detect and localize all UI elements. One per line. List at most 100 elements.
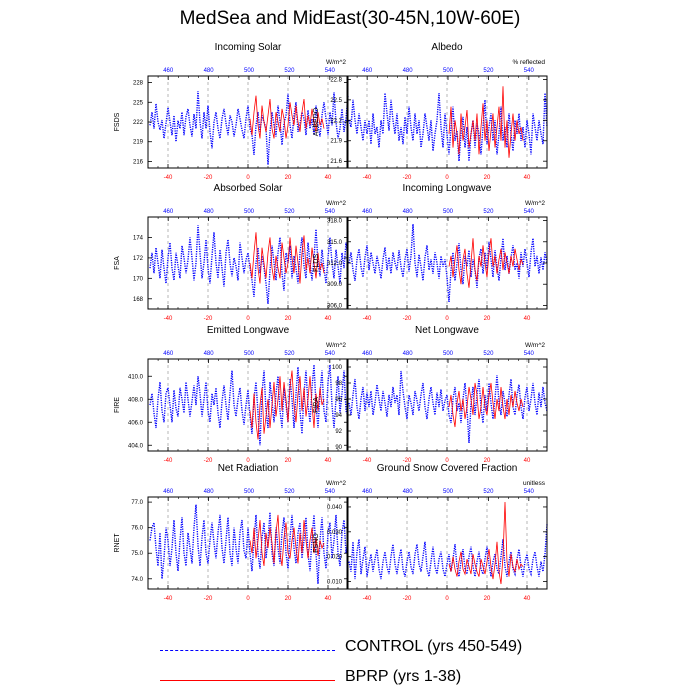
- bprp-series-rnet: [249, 514, 325, 567]
- x-tick-label-bottom: -20: [403, 316, 412, 322]
- panel-title-albedo: Albedo: [431, 42, 463, 53]
- x-tick-label-bottom: -40: [164, 596, 173, 602]
- x-tick-label-top: 540: [524, 351, 535, 357]
- x-tick-label-bottom: 40: [325, 458, 332, 464]
- x-tick-label-top: 460: [362, 68, 373, 74]
- x-tick-label-top: 480: [403, 209, 414, 215]
- y-tick-label: 75.0: [131, 551, 143, 557]
- units-label-fire: W/m^2: [326, 342, 346, 349]
- y-tick-label: 306.0: [327, 303, 343, 309]
- bprp-series-fira: [448, 382, 524, 428]
- x-tick-label-top: 520: [483, 351, 494, 357]
- x-tick-label-bottom: 0: [246, 316, 250, 322]
- x-tick-label-top: 480: [204, 351, 215, 357]
- legend-line-control: [160, 650, 335, 651]
- x-tick-label-top: 520: [483, 489, 494, 495]
- y-tick-label: 408.0: [128, 397, 144, 403]
- units-label-rnet: W/m^2: [326, 480, 346, 487]
- y-tick-label: 0.010: [327, 580, 343, 586]
- x-tick-label-top: 500: [443, 209, 454, 215]
- x-tick-label-top: 480: [204, 68, 215, 74]
- y-axis-label-rnet: RNET: [114, 533, 121, 553]
- x-tick-label-bottom: 0: [246, 596, 250, 602]
- x-tick-label-top: 540: [524, 209, 535, 215]
- x-tick-label-bottom: -20: [204, 175, 213, 181]
- y-tick-label: 410.0: [128, 374, 144, 380]
- x-tick-label-top: 460: [163, 489, 174, 495]
- x-tick-label-top: 540: [325, 209, 336, 215]
- y-axis-label-albedo: ALBEDO: [313, 107, 320, 136]
- control-series-fira: [348, 370, 548, 444]
- y-tick-label: 90: [335, 445, 342, 451]
- x-tick-label-top: 480: [204, 209, 215, 215]
- y-tick-label: 76.0: [131, 526, 143, 532]
- x-tick-label-bottom: 40: [524, 316, 531, 322]
- y-tick-label: 225: [133, 100, 144, 106]
- units-label-fsa: W/m^2: [326, 200, 346, 207]
- x-tick-label-top: 520: [483, 68, 494, 74]
- x-tick-label-top: 460: [362, 209, 373, 215]
- x-tick-label-bottom: 20: [285, 175, 292, 181]
- panel-title-flds: Incoming Longwave: [403, 183, 492, 194]
- x-tick-label-top: 500: [443, 351, 454, 357]
- x-tick-label-bottom: 20: [484, 316, 491, 322]
- x-tick-label-bottom: -20: [204, 316, 213, 322]
- y-tick-label: 168: [133, 297, 144, 303]
- y-tick-label: 96: [335, 397, 342, 403]
- y-axis-label-fsa: FSA: [114, 256, 121, 270]
- x-tick-label-bottom: -20: [403, 175, 412, 181]
- bprp-series-fsds: [249, 95, 325, 139]
- x-tick-label-bottom: -40: [164, 316, 173, 322]
- x-tick-label-top: 460: [362, 351, 373, 357]
- y-tick-label: 94: [335, 413, 342, 419]
- units-label-fsno: unitless: [523, 480, 546, 487]
- y-tick-label: 170: [133, 276, 144, 282]
- x-tick-label-bottom: 40: [524, 596, 531, 602]
- x-tick-label-top: 460: [163, 68, 174, 74]
- x-tick-label-bottom: 0: [445, 596, 449, 602]
- panel-fsds: Incoming Solar W/m^2 216 219 222 225 228 -40 -20…: [114, 42, 349, 181]
- panel-title-fsno: Ground Snow Covered Fraction: [377, 463, 518, 474]
- y-axis-label-flds: FLDS: [313, 254, 320, 272]
- y-tick-label: 309.0: [327, 282, 343, 288]
- y-tick-label: 22.2: [330, 118, 342, 124]
- legend: CONTROL (yrs 450-549) BPRP (yrs 1-38): [0, 630, 700, 700]
- x-tick-label-top: 480: [204, 489, 215, 495]
- x-tick-label-bottom: -40: [363, 596, 372, 602]
- x-tick-label-bottom: 0: [445, 458, 449, 464]
- x-tick-label-bottom: -40: [164, 458, 173, 464]
- panel-title-fsds: Incoming Solar: [215, 42, 282, 53]
- x-tick-label-bottom: -20: [204, 458, 213, 464]
- x-tick-label-bottom: 0: [246, 175, 250, 181]
- y-tick-label: 0.020: [327, 555, 343, 561]
- x-tick-label-bottom: -40: [363, 316, 372, 322]
- control-series-albedo: [348, 92, 548, 162]
- y-tick-label: 216: [133, 159, 144, 165]
- panel-title-fire: Emitted Longwave: [207, 325, 290, 336]
- y-tick-label: 174: [133, 235, 144, 241]
- y-tick-label: 77.0: [131, 500, 143, 506]
- x-tick-label-top: 500: [244, 489, 255, 495]
- control-series-fsds: [149, 91, 349, 165]
- control-series-fsa: [149, 225, 349, 304]
- panel-fira: Net Longwave W/m^2 90 92 94 96 98 100 -40 -20 0 20 4…: [313, 325, 548, 464]
- y-tick-label: 98: [335, 381, 342, 387]
- x-tick-label-top: 540: [325, 68, 336, 74]
- y-tick-label: 21.6: [330, 159, 342, 165]
- legend-label-bprp: BPRP (yrs 1-38): [345, 668, 462, 685]
- y-axis-label-fire: FIRE: [114, 397, 121, 413]
- y-axis-label-fsno: FSNO: [313, 533, 320, 553]
- bprp-series-fsa: [249, 232, 325, 284]
- x-tick-label-top: 480: [403, 351, 414, 357]
- units-label-flds: W/m^2: [525, 200, 545, 207]
- x-tick-label-bottom: 0: [445, 175, 449, 181]
- x-tick-label-bottom: -20: [204, 596, 213, 602]
- x-tick-label-bottom: 20: [484, 596, 491, 602]
- x-tick-label-top: 520: [284, 209, 295, 215]
- x-tick-label-top: 520: [284, 68, 295, 74]
- x-tick-label-top: 540: [524, 68, 535, 74]
- x-tick-label-bottom: 40: [325, 596, 332, 602]
- x-tick-label-bottom: 20: [285, 458, 292, 464]
- x-tick-label-top: 540: [325, 351, 336, 357]
- x-tick-label-top: 500: [244, 351, 255, 357]
